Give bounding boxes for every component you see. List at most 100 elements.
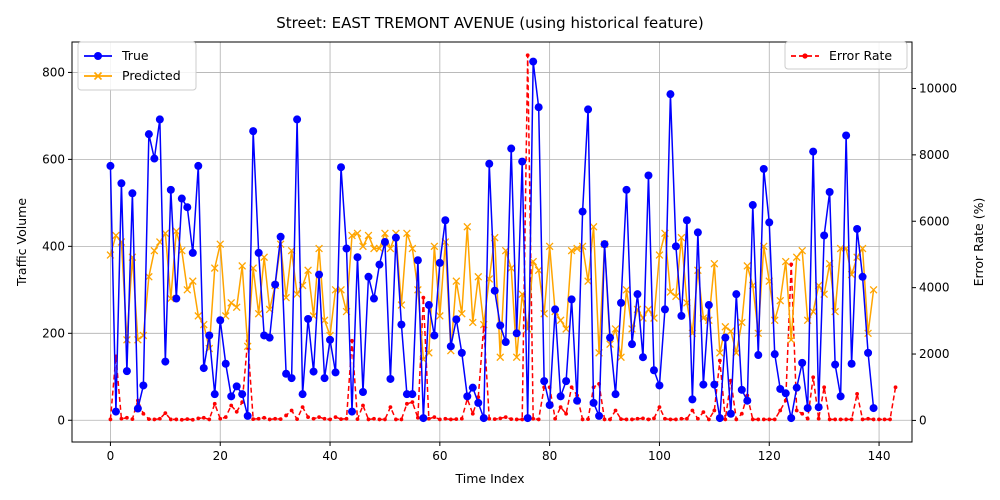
true-point: [348, 407, 356, 416]
predicted-point: [622, 285, 631, 294]
error-rate-point: [394, 417, 398, 422]
true-point: [150, 154, 159, 163]
true-point: [578, 207, 587, 216]
true-point: [644, 171, 653, 180]
y2-tick-label: 2000: [919, 347, 950, 361]
true-point: [666, 90, 675, 99]
predicted-point: [304, 266, 312, 275]
error-rate-point: [125, 415, 129, 420]
predicted-point: [836, 244, 845, 253]
true-point: [776, 384, 785, 393]
y-axis-label: Traffic Volume: [14, 198, 29, 287]
true-point: [430, 331, 439, 340]
true-point: [309, 367, 318, 376]
true-point: [792, 383, 801, 392]
y2-tick-label: 0: [919, 413, 927, 427]
true-point: [584, 105, 593, 114]
error-rate-point: [531, 416, 536, 421]
predicted-point: [545, 242, 554, 251]
error-rate-point: [388, 405, 393, 410]
true-point: [606, 333, 615, 342]
legend-predicted-label: Predicted: [122, 68, 181, 83]
error-rate-point: [855, 391, 859, 396]
true-point: [424, 301, 433, 310]
predicted-point: [183, 285, 192, 294]
error-rate-point: [361, 403, 365, 408]
error-rate-point: [822, 385, 827, 390]
y2-tick-label: 10000: [919, 81, 957, 95]
predicted-point: [792, 253, 801, 262]
error-rate-point: [251, 417, 256, 421]
predicted-point: [617, 353, 625, 362]
error-rate-point: [273, 416, 278, 421]
true-point: [858, 272, 867, 281]
x-tick-label: 140: [868, 449, 891, 463]
true-point: [803, 404, 812, 413]
true-point: [337, 163, 346, 172]
true-point: [276, 232, 285, 241]
true-point: [551, 305, 560, 314]
error-rate-point: [267, 417, 272, 422]
error-rate-point: [844, 417, 849, 422]
true-point: [227, 392, 236, 401]
predicted-point: [726, 327, 735, 335]
true-point: [144, 130, 153, 139]
error-rate-point: [459, 416, 464, 421]
y-tick-label: 600: [42, 152, 65, 166]
predicted-point: [353, 229, 362, 238]
error-rate-point: [525, 53, 530, 58]
error-rate-point: [536, 417, 541, 422]
true-point: [139, 381, 148, 390]
true-point: [304, 314, 313, 323]
error-rate-point: [520, 417, 525, 422]
error-rate-point: [174, 417, 179, 422]
true-point: [556, 392, 565, 401]
predicted-point: [370, 244, 378, 253]
error-rate-point: [695, 416, 700, 421]
true-point: [529, 57, 538, 66]
predicted-point: [375, 244, 384, 253]
error-rate-point: [800, 411, 805, 416]
true-point: [710, 380, 719, 389]
true-point: [457, 348, 466, 357]
error-rate-point: [580, 417, 585, 422]
predicted-point: [386, 244, 395, 253]
predicted-point: [188, 277, 197, 285]
true-point: [831, 360, 840, 369]
y2-tick-label: 8000: [919, 148, 950, 162]
true-point: [243, 411, 252, 420]
predicted-point: [562, 325, 570, 333]
true-point: [721, 333, 730, 342]
true-point: [754, 351, 763, 360]
x-tick-label: 120: [758, 449, 781, 463]
true-point: [518, 157, 527, 166]
true-point: [419, 414, 428, 423]
true-point: [238, 390, 247, 399]
true-point: [507, 144, 516, 153]
predicted-point: [655, 251, 664, 259]
predicted-point: [452, 277, 461, 285]
error-rate-point: [514, 417, 519, 422]
true-point: [298, 390, 307, 399]
predicted-point: [403, 229, 411, 238]
predicted-point: [348, 231, 356, 240]
error-rate-point: [405, 401, 409, 406]
error-rate-point: [141, 411, 146, 416]
true-point: [671, 242, 680, 251]
error-rate-point: [646, 417, 651, 422]
true-point: [693, 228, 702, 237]
error-rate-point: [761, 417, 766, 422]
true-point: [271, 280, 280, 289]
x-tick-label: 20: [213, 449, 228, 463]
true-point: [490, 286, 499, 295]
error-rate-point: [882, 417, 887, 422]
predicted-point: [496, 353, 505, 362]
predicted-point: [534, 266, 543, 275]
true-point: [655, 381, 664, 390]
true-point: [540, 377, 549, 386]
true-point: [622, 185, 631, 194]
predicted-point: [666, 288, 675, 296]
predicted-point: [216, 240, 225, 249]
x-tick-label: 80: [542, 449, 557, 463]
predicted-point: [199, 320, 208, 329]
